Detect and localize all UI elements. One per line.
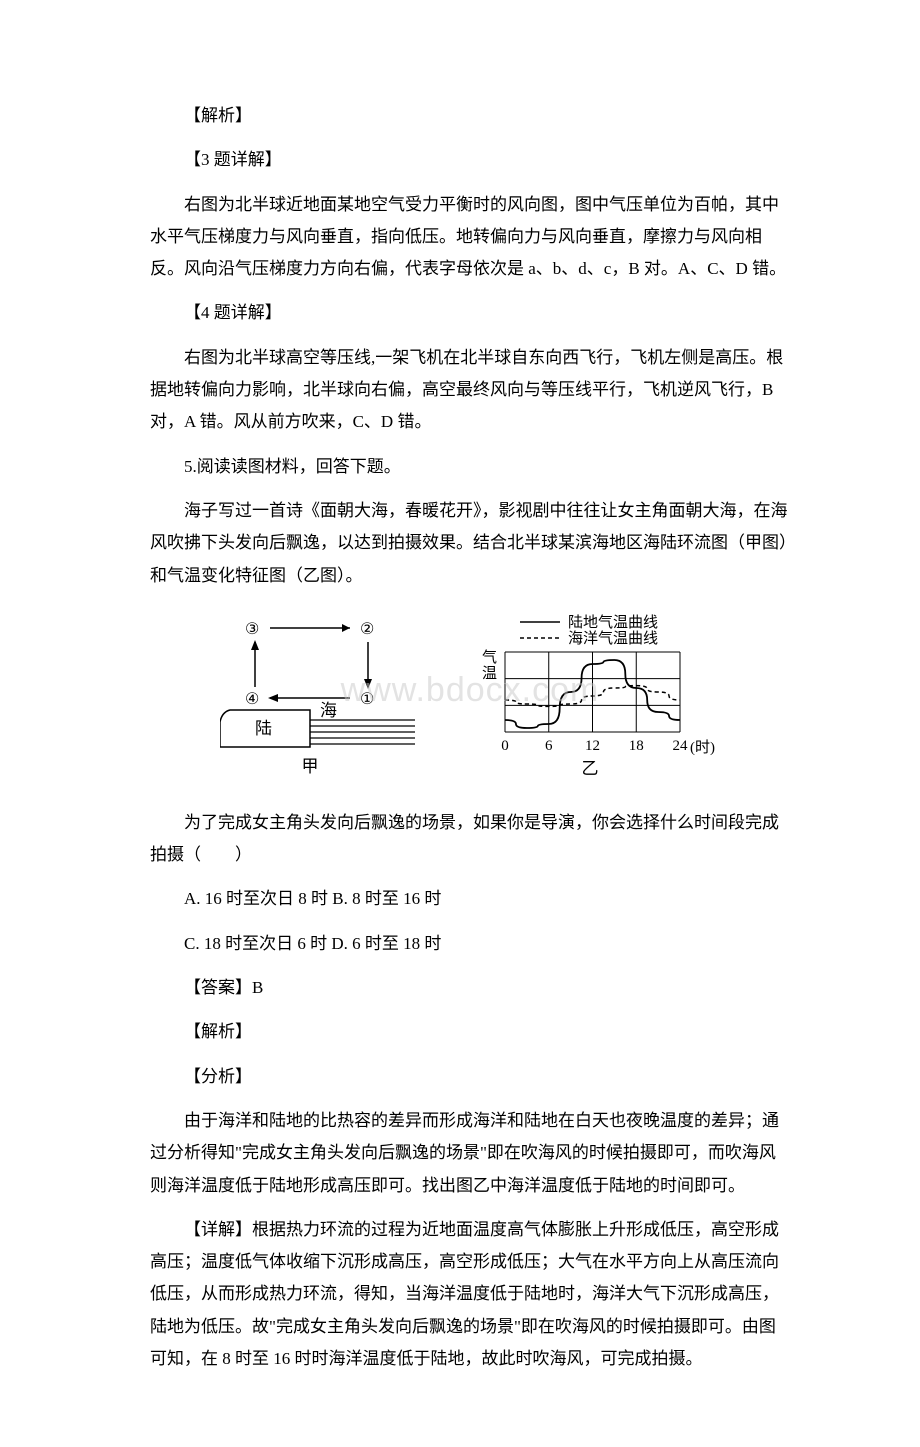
svg-text:24: 24	[673, 738, 689, 754]
q5-analysis-body: 由于海洋和陆地的比热容的差异而形成海洋和陆地在白天也夜晚温度的差异；通过分析得知…	[150, 1105, 790, 1202]
legend-land: 陆地气温曲线	[568, 614, 658, 631]
label-1: ①	[360, 691, 374, 708]
analysis-header: 【解析】	[150, 100, 790, 132]
diagram-jia: ③ ② ④ ① 陆 海 甲	[220, 612, 420, 782]
q5-intro: 5.阅读读图材料，回答下题。	[150, 451, 790, 483]
q5-detail-body: 【详解】根据热力环流的过程为近地面温度高气体膨胀上升形成低压，高空形成高压；温度…	[150, 1214, 790, 1375]
ylabel: 气	[482, 649, 497, 666]
label-3: ③	[245, 621, 259, 638]
label-2: ②	[360, 621, 374, 638]
q5-question: 为了完成女主角头发向后飘逸的场景，如果你是导演，你会选择什么时间段完成拍摄（ ）	[150, 807, 790, 872]
q5-context: 海子写过一首诗《面朝大海，春暖花开》，影视剧中往往让女主角面朝大海，在海风吹拂下…	[150, 495, 790, 592]
svg-text:18: 18	[629, 738, 644, 754]
legend-sea: 海洋气温曲线	[568, 630, 658, 647]
q5-options-ab: A. 16 时至次日 8 时 B. 8 时至 16 时	[150, 883, 790, 915]
q4-detail-header: 【4 题详解】	[150, 297, 790, 329]
q4-detail-body: 右图为北半球高空等压线,一架飞机在北半球自东向西飞行，飞机左侧是高压。根据地转偏…	[150, 342, 790, 439]
q5-answer: 【答案】B	[150, 972, 790, 1004]
figure-block: www.bdocx.com ③ ② ④ ① 陆	[150, 612, 790, 782]
q3-detail-body: 右图为北半球近地面某地空气受力平衡时的风向图，图中气压单位为百帕，其中水平气压梯…	[150, 189, 790, 286]
ylabel2: 温	[482, 665, 497, 682]
q3-detail-header: 【3 题详解】	[150, 144, 790, 176]
diagram-yi: 陆地气温曲线 海洋气温曲线 气 温 0 6 12 18 24 (时) 乙	[460, 612, 720, 782]
q5-options-cd: C. 18 时至次日 6 时 D. 6 时至 18 时	[150, 928, 790, 960]
svg-text:12: 12	[585, 738, 600, 754]
label-4: ④	[245, 691, 259, 708]
caption-jia: 甲	[302, 757, 319, 776]
svg-text:0: 0	[501, 738, 509, 754]
label-sea: 海	[320, 701, 337, 720]
label-land: 陆	[255, 719, 272, 738]
xunit: (时)	[690, 739, 715, 756]
q5-analysis-sub: 【分析】	[150, 1061, 790, 1093]
svg-text:6: 6	[545, 738, 553, 754]
caption-yi: 乙	[582, 759, 599, 778]
q5-analysis-header: 【解析】	[150, 1016, 790, 1048]
